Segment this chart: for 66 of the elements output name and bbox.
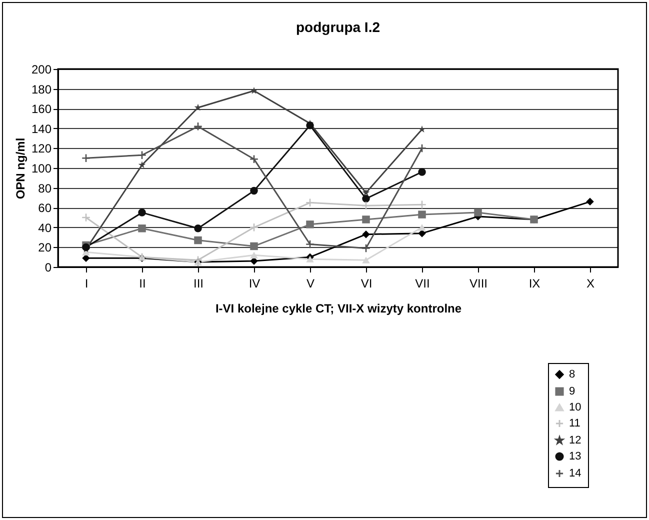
point <box>250 242 258 250</box>
point <box>250 186 258 195</box>
y-tick-label: 100 <box>31 162 52 176</box>
x-tick-label: III <box>193 276 204 290</box>
point <box>362 188 370 196</box>
x-tick-label: V <box>306 276 315 290</box>
y-tick-label: 80 <box>38 181 52 196</box>
point <box>250 252 258 258</box>
point <box>362 216 370 224</box>
point <box>249 154 259 164</box>
point <box>418 126 426 133</box>
legend-label: 12 <box>569 434 582 446</box>
point <box>362 230 370 238</box>
legend-label: 14 <box>569 468 582 480</box>
point <box>194 224 202 232</box>
point <box>306 256 314 262</box>
point <box>305 240 315 249</box>
legend-label: 11 <box>569 418 580 430</box>
point <box>138 161 146 168</box>
point <box>138 224 146 232</box>
y-axis-title: OPN ng/ml <box>13 138 28 200</box>
point <box>193 122 203 131</box>
y-tick-label: 200 <box>31 62 52 76</box>
point <box>361 244 371 253</box>
x-tick-label: VI <box>360 276 372 290</box>
x-tick-label: II <box>139 276 146 290</box>
x-tick-label: VIII <box>469 276 488 290</box>
point <box>418 210 426 218</box>
point <box>362 256 370 264</box>
y-tick-label: 40 <box>38 220 52 235</box>
point <box>138 208 146 216</box>
x-axis-title: I-VI kolejne cykle CT; VII-X wizyty kontrolne <box>215 302 462 316</box>
y-tick-label: 60 <box>38 201 52 216</box>
point <box>194 236 202 244</box>
point <box>418 168 426 176</box>
x-tick-label: VII <box>415 276 430 290</box>
x-tick-label: X <box>586 276 595 290</box>
point <box>362 194 370 203</box>
y-tick-label: 20 <box>38 240 52 255</box>
point <box>418 224 426 231</box>
point <box>250 86 258 94</box>
y-tick-label: 160 <box>31 102 52 116</box>
legend-label: 9 <box>569 386 576 398</box>
legend-label: 10 <box>569 402 582 414</box>
point <box>474 208 482 216</box>
point <box>586 198 594 206</box>
point <box>81 154 91 163</box>
point <box>193 256 203 265</box>
y-tick-label: 180 <box>31 82 52 96</box>
legend-label: 13 <box>569 450 582 462</box>
x-tick-label: IV <box>248 276 260 290</box>
point <box>361 201 371 210</box>
x-tick-label: IX <box>528 276 540 290</box>
point <box>249 222 259 232</box>
x-tick-label: I <box>84 276 88 290</box>
legend-label: 8 <box>569 368 576 380</box>
chart-title: podgrupa I.2 <box>296 19 380 35</box>
point <box>81 212 91 222</box>
y-tick-label: 0 <box>44 260 52 274</box>
y-tick-label: 140 <box>31 122 52 136</box>
point <box>137 150 147 160</box>
point <box>306 122 314 130</box>
point <box>305 198 315 208</box>
point <box>306 220 314 228</box>
y-tick-label: 120 <box>31 142 52 156</box>
point <box>417 144 427 153</box>
